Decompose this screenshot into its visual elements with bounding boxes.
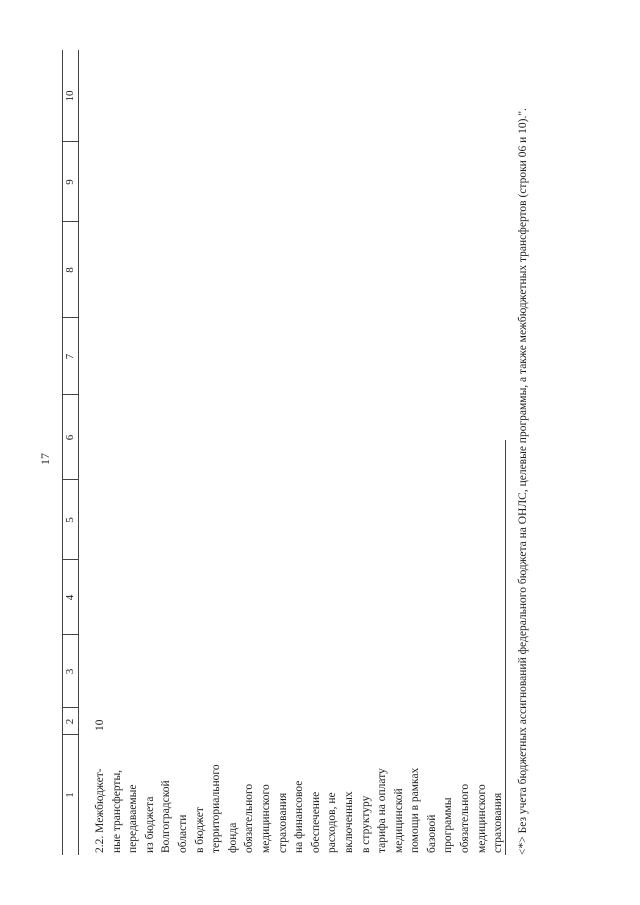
row-name: 2.2. Межбюджет-ные трансферты, передаваем… xyxy=(92,764,507,853)
name-line: обеспечение xyxy=(309,791,322,853)
column-header: 5 xyxy=(64,517,76,523)
column-divider xyxy=(62,317,78,318)
name-line: в структуру xyxy=(359,795,372,853)
name-line: области xyxy=(176,814,189,853)
name-line: помощи в рамках xyxy=(409,767,422,853)
footnote-separator xyxy=(505,440,506,855)
name-line: медицинского xyxy=(259,784,272,853)
row-code: 10 xyxy=(94,719,106,732)
column-divider xyxy=(62,707,78,708)
name-line: включенных xyxy=(342,791,355,853)
column-header: 3 xyxy=(64,668,76,675)
name-line: из бюджета xyxy=(143,796,156,853)
column-divider xyxy=(62,559,78,560)
name-line: расходов, не xyxy=(326,792,339,853)
column-divider xyxy=(62,141,78,142)
column-header: 8 xyxy=(64,267,76,273)
name-line: тарифа на оплату xyxy=(376,768,389,853)
column-divider xyxy=(62,221,78,222)
name-line: фонда xyxy=(226,822,239,853)
name-line: в бюджет xyxy=(193,807,206,853)
page-number: 17 xyxy=(38,453,52,465)
name-line: 2.2. Межбюджет- xyxy=(94,768,106,853)
name-line: на финансовое xyxy=(293,780,306,853)
column-header: 7 xyxy=(64,353,76,360)
name-line: обязательного xyxy=(459,783,472,853)
name-line: обязательного xyxy=(243,783,256,853)
column-header: 9 xyxy=(64,179,76,185)
name-line: медицинского xyxy=(475,784,488,853)
footnote: <*> Без учета бюджетных ассигнований фед… xyxy=(517,108,529,855)
name-line: медицинской xyxy=(392,788,405,853)
name-line: ные трансферты, xyxy=(110,769,123,853)
name-line: базовой xyxy=(425,814,438,853)
column-header: 4 xyxy=(64,594,76,601)
name-line: страхования xyxy=(276,792,289,853)
column-header: 10 xyxy=(64,90,76,102)
name-line: территориального xyxy=(210,764,223,853)
header-bottom-border xyxy=(78,50,79,855)
column-divider xyxy=(62,394,78,395)
column-divider xyxy=(62,479,78,480)
column-divider xyxy=(62,734,78,735)
name-line: передаваемые xyxy=(127,784,140,853)
column-header: 1 xyxy=(64,792,76,798)
column-header: 6 xyxy=(64,434,76,441)
column-header: 2 xyxy=(64,718,76,725)
column-divider xyxy=(62,634,78,635)
name-line: программы xyxy=(442,797,455,853)
name-line: Волгоградской xyxy=(160,780,173,853)
